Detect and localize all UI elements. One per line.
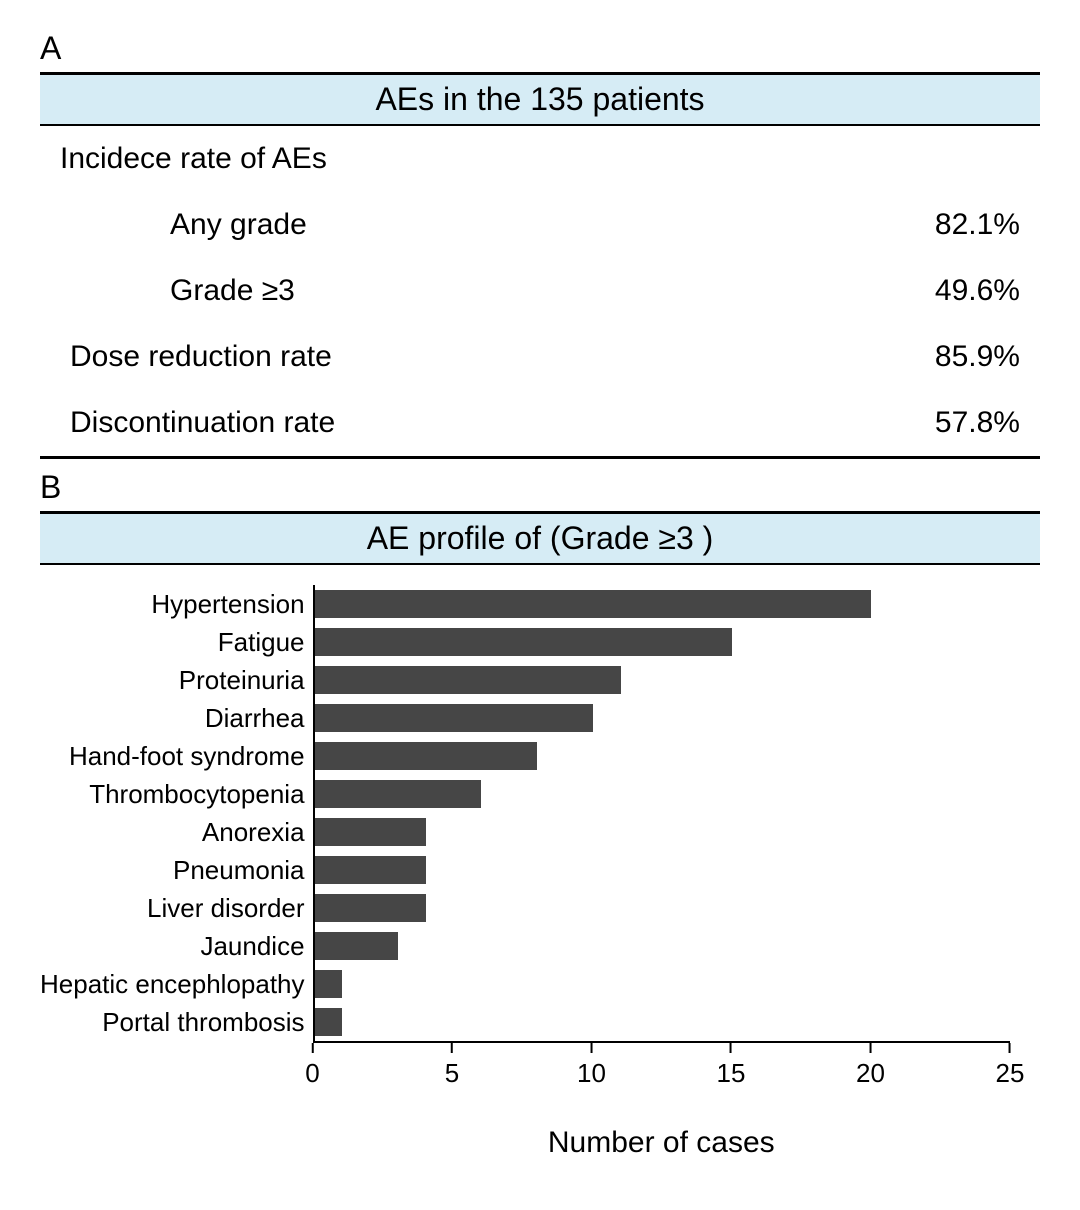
chart-bar — [315, 970, 343, 998]
table-row-label: Any grade — [70, 208, 307, 242]
panel-a-table: Incidece rate of AEs Any grade 82.1% Grade … — [40, 126, 1040, 459]
table-row: Discontinuation rate 57.8% — [40, 390, 1040, 456]
x-axis-tick: 5 — [445, 1043, 459, 1089]
table-row: Grade ≥3 49.6% — [40, 258, 1040, 324]
x-axis-title: Number of cases — [313, 1126, 1010, 1160]
chart-bar-row — [315, 623, 1010, 661]
chart-category-label: Hand-foot syndrome — [69, 737, 305, 775]
chart-bar — [315, 818, 426, 846]
tick-label: 25 — [996, 1058, 1025, 1089]
table-row: Dose reduction rate 85.9% — [40, 324, 1040, 390]
x-axis-ticks: 0510152025 — [313, 1043, 1010, 1081]
panel-b-header: AE profile of (Grade ≥3 ) — [40, 511, 1040, 565]
x-axis-tick: 15 — [717, 1043, 746, 1089]
panel-a-header: AEs in the 135 patients — [40, 72, 1040, 126]
chart-bar-row — [315, 889, 1010, 927]
chart-category-label: Fatigue — [218, 623, 305, 661]
tick-label: 5 — [445, 1058, 459, 1089]
tick-mark — [1009, 1043, 1011, 1053]
tick-label: 15 — [717, 1058, 746, 1089]
chart-bar-row — [315, 813, 1010, 851]
chart-category-label: Proteinuria — [179, 661, 305, 699]
chart-bar-row — [315, 585, 1010, 623]
chart-bar-row — [315, 775, 1010, 813]
tick-label: 10 — [577, 1058, 606, 1089]
x-axis: 0510152025 — [313, 1041, 1010, 1081]
chart-category-label: Jaundice — [200, 927, 304, 965]
chart-category-label: Portal thrombosis — [102, 1003, 304, 1041]
tick-mark — [730, 1043, 732, 1053]
chart-plot-area: 0510152025 Number of cases — [313, 585, 1010, 1160]
chart-category-label: Diarrhea — [205, 699, 305, 737]
chart-bar — [315, 856, 426, 884]
chart-category-label: Anorexia — [202, 813, 305, 851]
chart-bar — [315, 780, 482, 808]
chart-category-label: Hypertension — [151, 585, 304, 623]
table-row-label: Dose reduction rate — [70, 340, 332, 374]
x-axis-tick: 25 — [996, 1043, 1025, 1089]
tick-mark — [451, 1043, 453, 1053]
tick-label: 0 — [305, 1058, 319, 1089]
table-row-value: 49.6% — [935, 274, 1020, 308]
chart-bar — [315, 704, 593, 732]
table-row-value: 82.1% — [935, 208, 1020, 242]
tick-mark — [869, 1043, 871, 1053]
table-row: Any grade 82.1% — [40, 192, 1040, 258]
table-row: Incidece rate of AEs — [40, 126, 1040, 192]
chart-bar-row — [315, 1003, 1010, 1041]
chart-category-label: Liver disorder — [147, 889, 305, 927]
x-axis-tick: 20 — [856, 1043, 885, 1089]
x-axis-tick: 10 — [577, 1043, 606, 1089]
chart-category-label: Hepatic encephlopathy — [40, 965, 305, 1003]
chart-bar-row — [315, 737, 1010, 775]
chart-bar-row — [315, 851, 1010, 889]
chart-bars — [313, 585, 1010, 1041]
chart-bar — [315, 932, 398, 960]
tick-label: 20 — [856, 1058, 885, 1089]
chart-category-label: Pneumonia — [173, 851, 305, 889]
chart-bar — [315, 1008, 343, 1036]
chart-bar-row — [315, 927, 1010, 965]
chart-bar-row — [315, 965, 1010, 1003]
tick-mark — [591, 1043, 593, 1053]
panel-a-label: A — [40, 30, 1040, 67]
ae-profile-chart: HypertensionFatigueProteinuriaDiarrheaHa… — [40, 565, 1040, 1170]
chart-bar — [315, 628, 732, 656]
chart-bar — [315, 590, 871, 618]
chart-bar-row — [315, 699, 1010, 737]
chart-bar — [315, 894, 426, 922]
chart-bar-row — [315, 661, 1010, 699]
table-row-value: 57.8% — [935, 406, 1020, 440]
chart-bar — [315, 742, 538, 770]
x-axis-tick: 0 — [305, 1043, 319, 1089]
table-row-value: 85.9% — [935, 340, 1020, 374]
tick-mark — [312, 1043, 314, 1053]
table-row-label: Incidece rate of AEs — [60, 142, 327, 176]
chart-bar — [315, 666, 621, 694]
table-row-label: Grade ≥3 — [70, 274, 295, 308]
table-row-label: Discontinuation rate — [70, 406, 335, 440]
chart-category-labels: HypertensionFatigueProteinuriaDiarrheaHa… — [40, 585, 313, 1160]
chart-category-label: Thrombocytopenia — [89, 775, 304, 813]
panel-b-label: B — [40, 469, 1040, 506]
